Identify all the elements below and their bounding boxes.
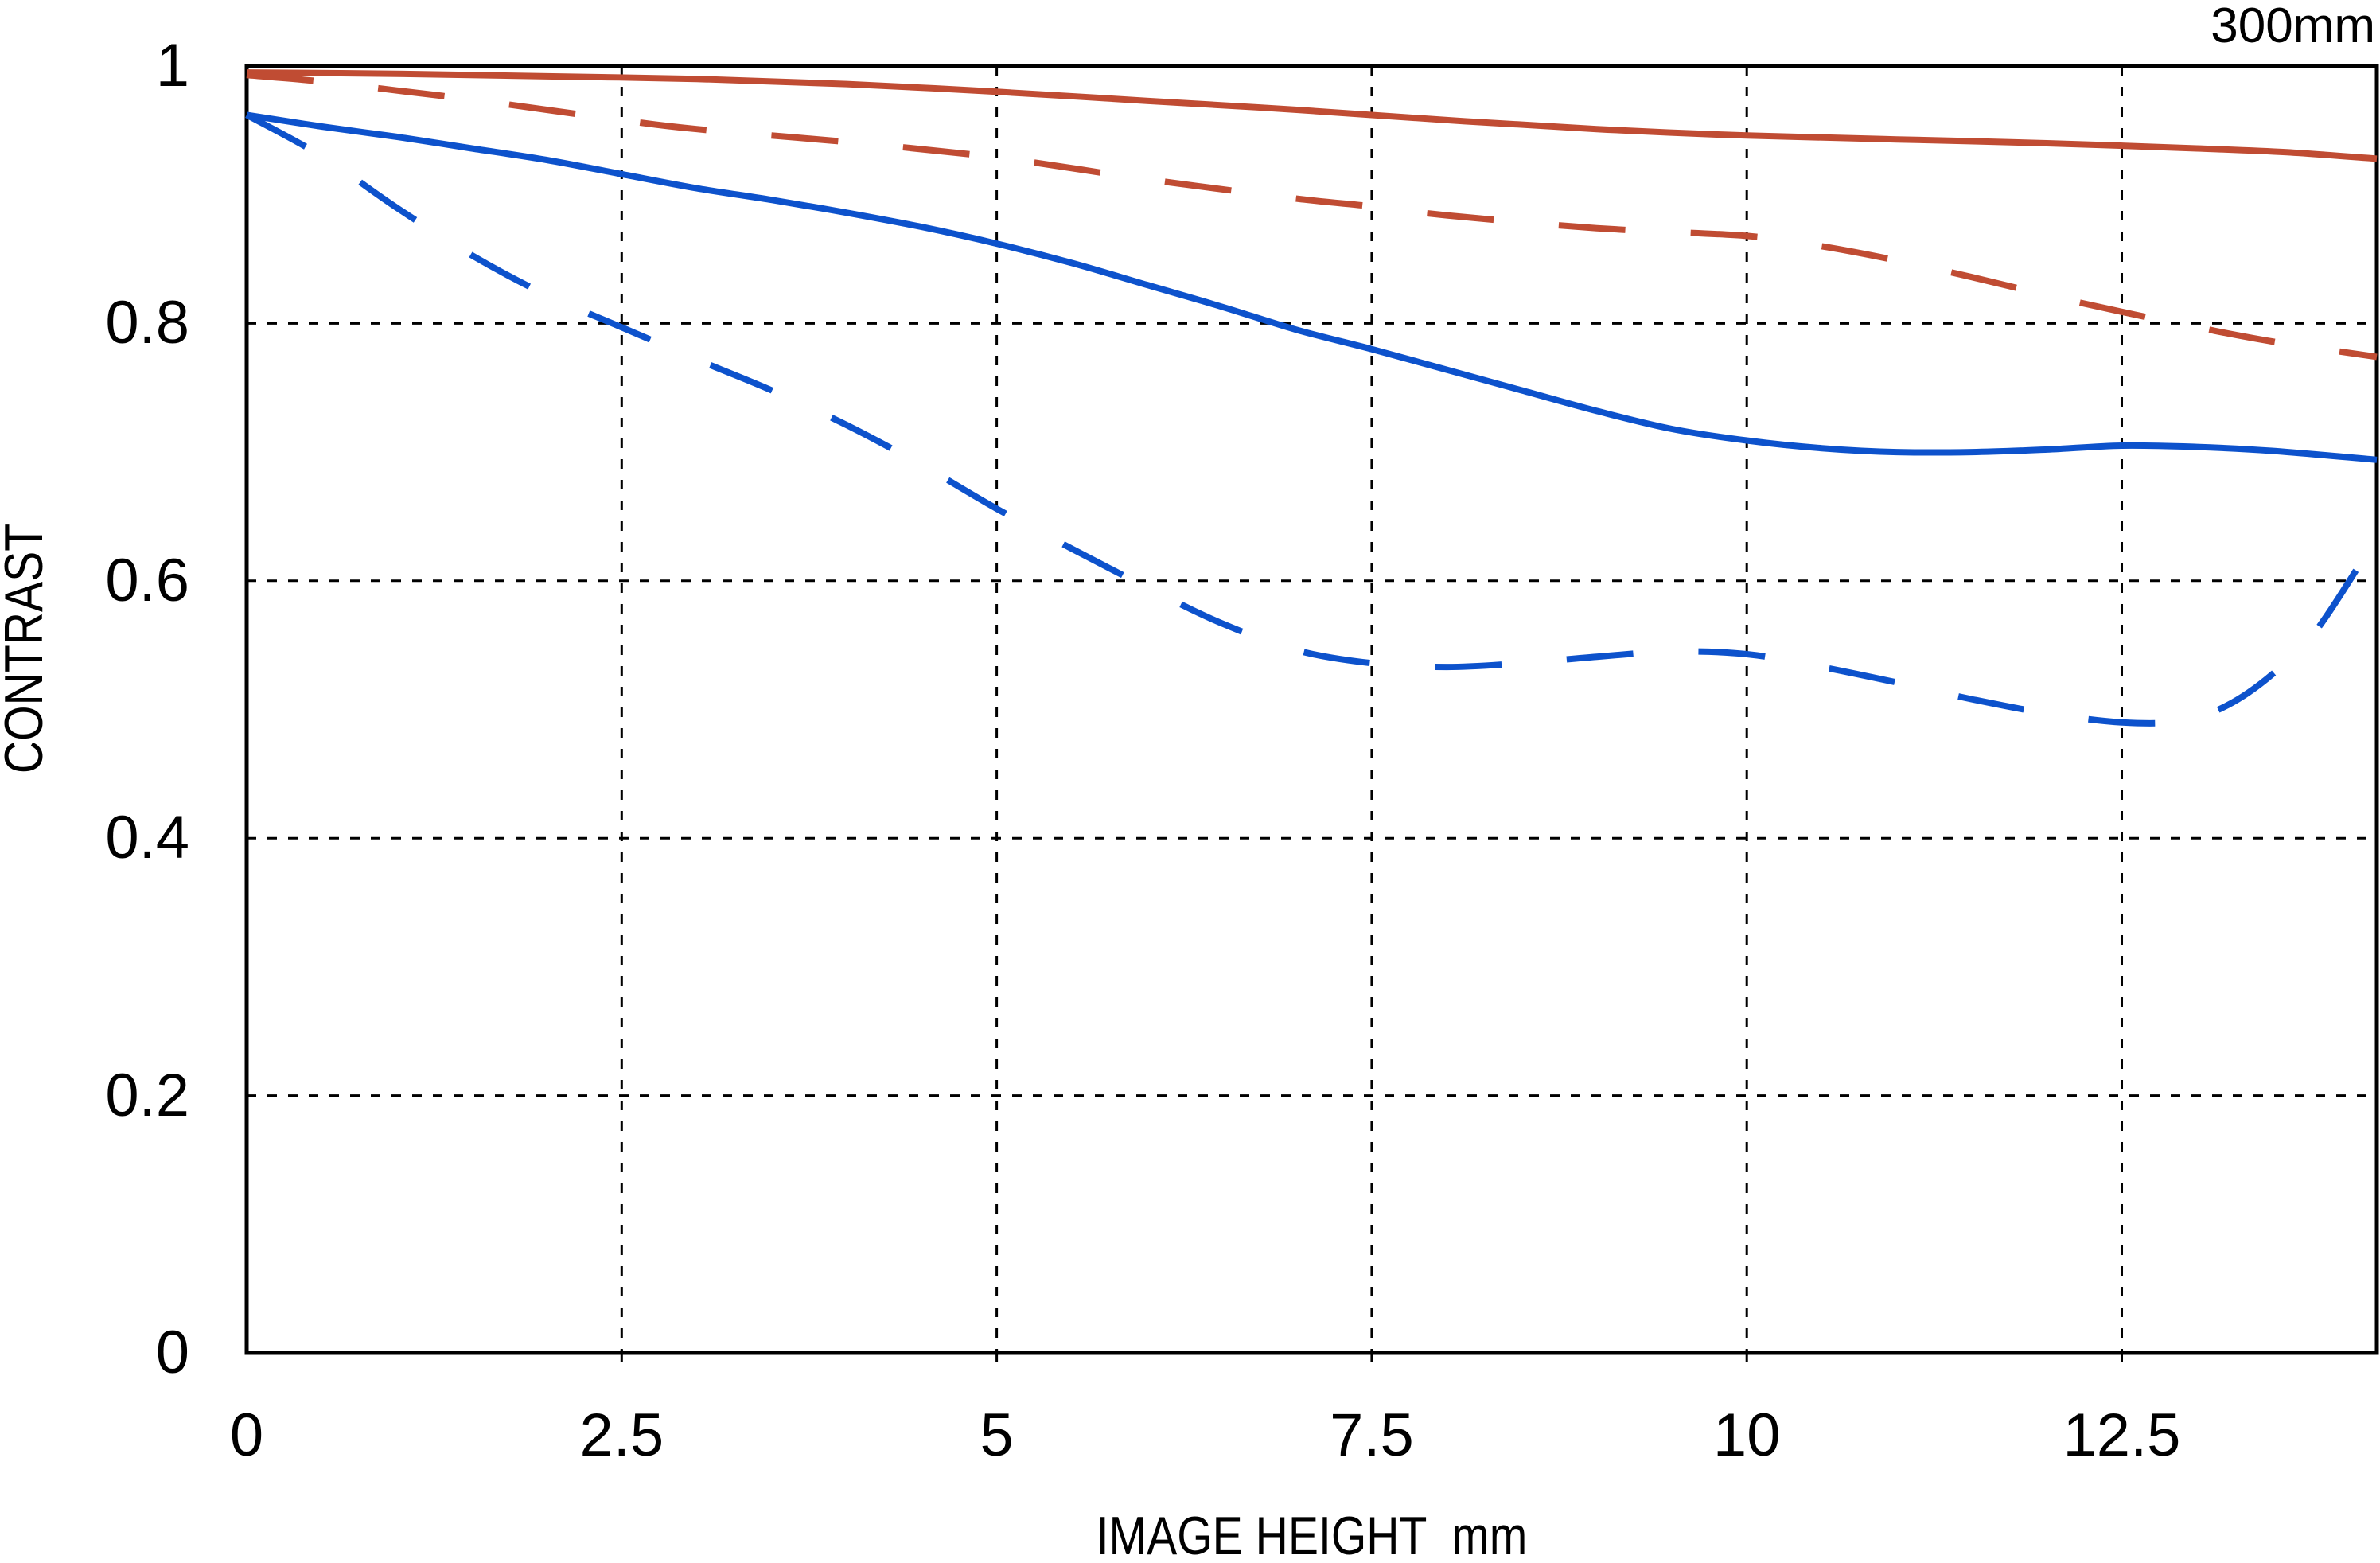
plot-border	[244, 64, 2379, 1355]
y-tick-label: 0	[155, 1319, 189, 1386]
x-tick-label: 7.5	[1330, 1401, 1414, 1469]
y-tick-label: 1	[155, 32, 189, 99]
curve-red-dashed	[246, 72, 2378, 361]
y-tick-label: 0.8	[105, 289, 189, 357]
y-axis-title: CONTRAST	[0, 523, 54, 774]
x-tick-label: 10	[1712, 1401, 1781, 1469]
x-tick-label: 12.5	[2063, 1401, 2181, 1469]
curve-blue-dashed	[245, 111, 2380, 727]
y-tick-label: 0.2	[105, 1061, 189, 1129]
x-tick-label: 0	[229, 1401, 264, 1469]
chart-title: 300mm	[2211, 0, 2375, 53]
x-tick-label: 5	[980, 1401, 1014, 1469]
x-tick-label: 2.5	[579, 1401, 664, 1469]
x-axis-title: IMAGE HEIGHT mm	[1096, 1506, 1528, 1563]
curve-red-solid	[246, 69, 2378, 162]
curve-blue-solid	[246, 111, 2378, 463]
y-tick-label: 0.4	[105, 804, 189, 872]
y-tick-label: 0.6	[105, 546, 189, 614]
